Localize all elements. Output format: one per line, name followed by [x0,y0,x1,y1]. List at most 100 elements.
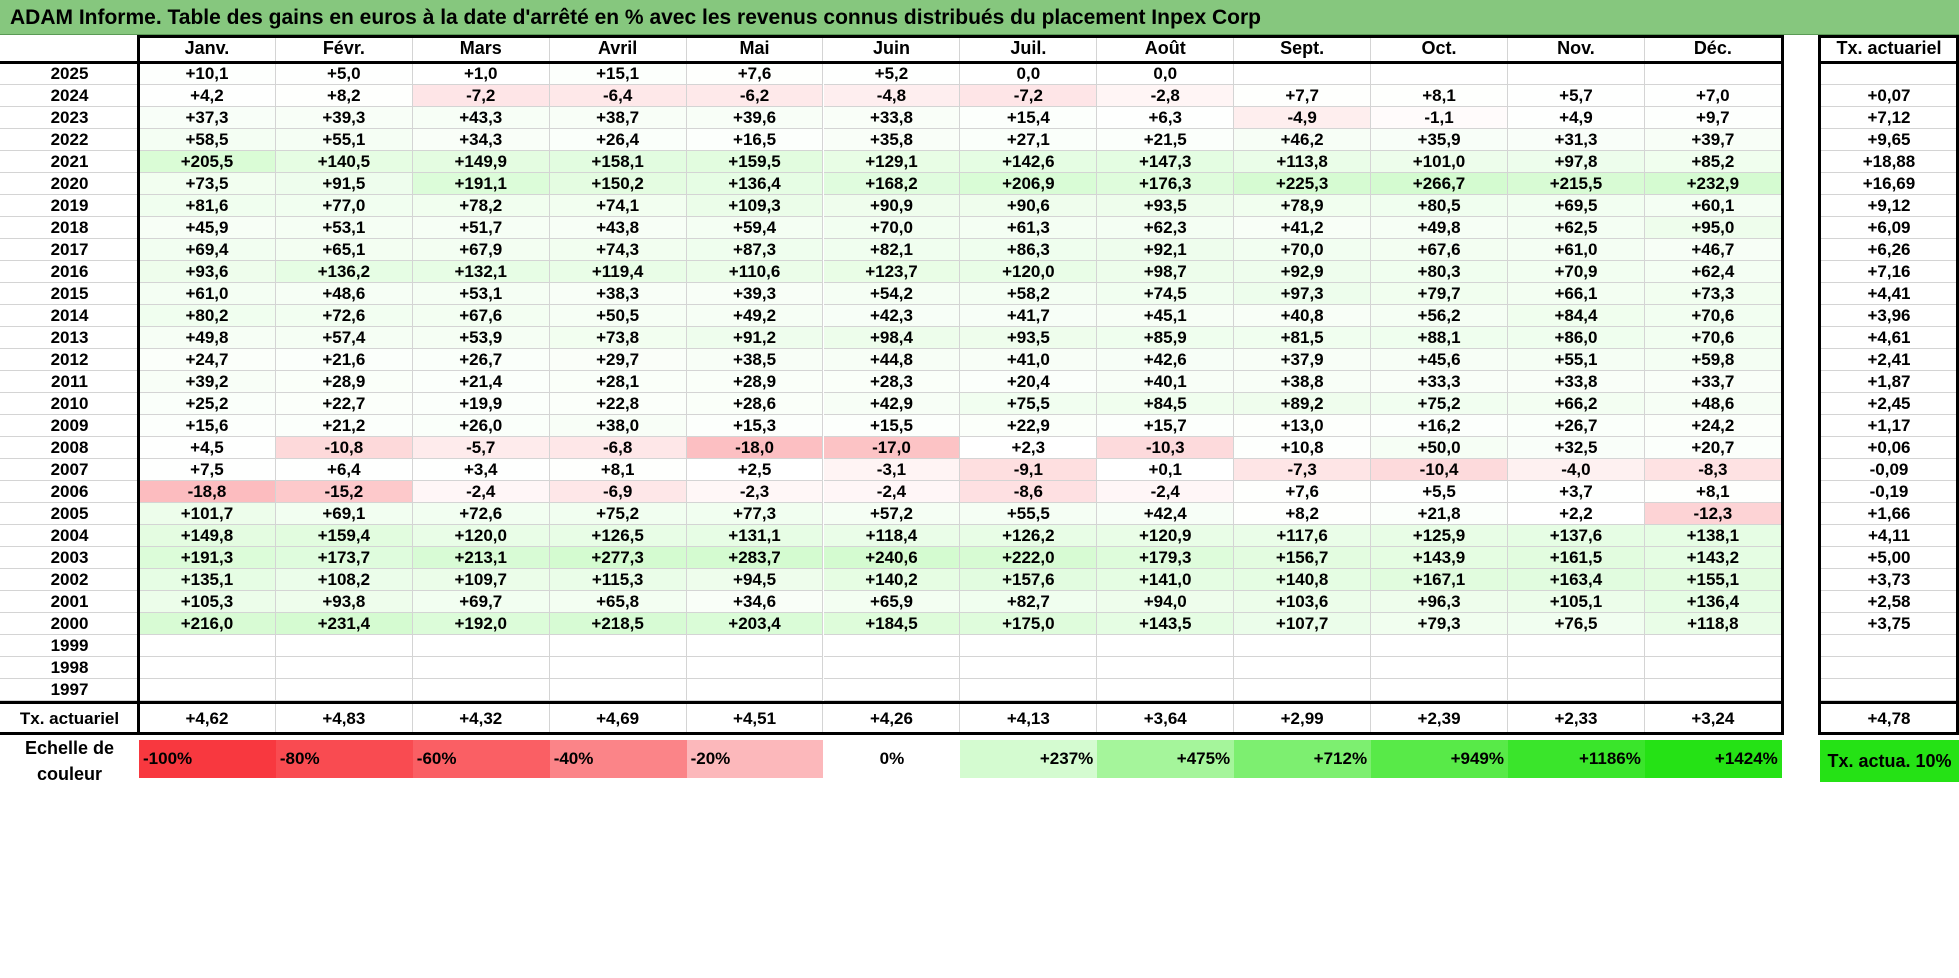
overall-actuarial-rate: +4,78 [1820,703,1959,735]
gain-cell: +62,5 [1508,217,1645,239]
gain-cell [1234,657,1372,679]
gain-cell: +37,3 [139,107,276,129]
footer-rate: +4,69 [549,703,687,735]
gain-cell: +191,3 [139,547,276,569]
gain-cell: +41,0 [960,349,1098,371]
color-scale-swatch: -60% [412,740,550,778]
gain-cell: +72,6 [412,503,550,525]
year-actuarial-rate: +4,11 [1820,525,1959,547]
gain-cell: +82,1 [823,239,961,261]
month-header: Juin [823,35,961,63]
gain-cell: +7,6 [1234,481,1372,503]
gain-cell: +155,1 [1644,569,1782,591]
gain-cell: +109,3 [686,195,824,217]
gain-cell: -8,3 [1644,459,1782,481]
gain-cell: +53,1 [275,217,413,239]
month-header: Févr. [275,35,413,63]
gain-cell: +53,9 [412,327,550,349]
gain-cell: +213,1 [412,547,550,569]
gain-cell: +25,2 [139,393,276,415]
gain-cell: +28,3 [823,371,961,393]
gain-cell: -10,3 [1097,437,1235,459]
gain-cell [1097,679,1235,701]
gain-cell: +26,0 [412,415,550,437]
year-actuarial-rate: +2,41 [1820,349,1959,371]
color-scale-swatch: +712% [1234,740,1372,778]
gain-cell: +8,1 [1644,481,1782,503]
gain-cell: +167,1 [1371,569,1508,591]
color-scale-swatch: -80% [275,740,413,778]
month-header: Déc. [1644,35,1782,63]
gain-cell: +176,3 [1097,173,1235,195]
gain-cell: +6,4 [275,459,413,481]
gain-cell: +94,0 [1097,591,1235,613]
gain-cell: +67,6 [412,305,550,327]
gain-cell: +2,2 [1508,503,1645,525]
gain-cell [1234,635,1372,657]
month-header: Juil. [960,35,1098,63]
gain-cell: +80,3 [1371,261,1508,283]
gain-cell: +156,7 [1234,547,1372,569]
gain-cell: +26,7 [1508,415,1645,437]
year-actuarial-rate: -0,19 [1820,481,1959,503]
gain-cell: +118,4 [823,525,961,547]
gain-cell: +42,6 [1097,349,1235,371]
color-scale-swatch: +237% [960,740,1098,778]
year-label: 2012 [0,349,139,371]
gain-cell: +149,8 [139,525,276,547]
gain-cell: +44,8 [823,349,961,371]
gain-cell: +107,7 [1234,613,1372,635]
year-label: 2001 [0,591,139,613]
year-actuarial-rate [1820,679,1959,701]
month-header: Janv. [139,35,276,63]
year-label: 2008 [0,437,139,459]
gain-cell [823,635,961,657]
gain-cell: +74,1 [549,195,687,217]
gain-cell: -10,4 [1371,459,1508,481]
gain-cell [275,635,413,657]
gain-cell: +101,0 [1371,151,1508,173]
gain-cell: +108,2 [275,569,413,591]
gain-cell: +143,9 [1371,547,1508,569]
gain-cell [1644,679,1782,701]
gain-cell: +33,8 [1508,371,1645,393]
gain-cell: +159,4 [275,525,413,547]
gain-cell: +10,1 [139,63,276,85]
actuarial-rate-header: Tx. actuariel [1820,35,1959,63]
gain-cell: +49,2 [686,305,824,327]
gain-cell: +13,0 [1234,415,1372,437]
gain-cell: +119,4 [549,261,687,283]
gain-cell [960,679,1098,701]
gain-cell: +95,0 [1644,217,1782,239]
gain-cell: +35,9 [1371,129,1508,151]
gain-cell: +80,5 [1371,195,1508,217]
gain-cell: +117,6 [1234,525,1372,547]
year-actuarial-rate [1820,657,1959,679]
color-scale-swatch: -100% [139,740,276,778]
gain-cell: +33,7 [1644,371,1782,393]
gain-cell: +15,7 [1097,415,1235,437]
gain-cell: +61,0 [139,283,276,305]
gain-cell: -1,1 [1371,107,1508,129]
gain-cell: +38,5 [686,349,824,371]
gain-cell: +131,1 [686,525,824,547]
year-actuarial-rate: +2,58 [1820,591,1959,613]
month-header: Oct. [1371,35,1508,63]
gain-cell: +98,4 [823,327,961,349]
gain-cell: +72,6 [275,305,413,327]
gain-cell: +62,4 [1644,261,1782,283]
gain-cell: +192,0 [412,613,550,635]
gain-cell: +81,6 [139,195,276,217]
footer-rate: +4,26 [823,703,961,735]
gain-cell: +59,4 [686,217,824,239]
gain-cell: +75,5 [960,393,1098,415]
gain-cell: +89,2 [1234,393,1372,415]
gain-cell: +184,5 [823,613,961,635]
gain-cell: -9,1 [960,459,1098,481]
gain-cell: +218,5 [549,613,687,635]
gain-cell: -2,3 [686,481,824,503]
year-label: 2015 [0,283,139,305]
gain-cell: +6,3 [1097,107,1235,129]
gain-cell: +57,2 [823,503,961,525]
gain-cell: +32,5 [1508,437,1645,459]
